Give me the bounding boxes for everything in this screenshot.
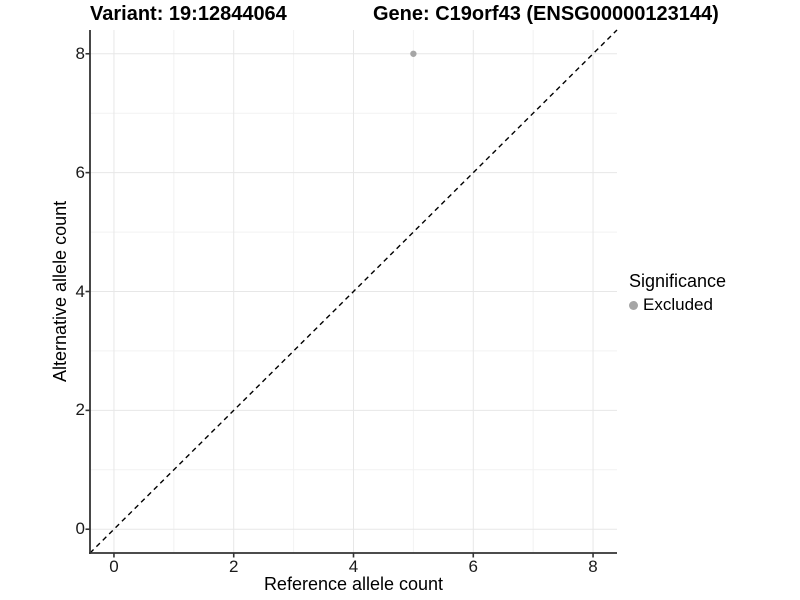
- x-tick-label: 0: [109, 557, 119, 576]
- x-tick-label: 2: [228, 557, 239, 576]
- x-tick-label: 4: [348, 557, 359, 576]
- x-tick-label: 6: [468, 557, 478, 576]
- gene-title: Gene: C19orf43 (ENSG00000123144): [373, 3, 719, 25]
- data-point-excluded: [410, 50, 417, 57]
- x-axis-title: Reference allele count: [263, 574, 444, 594]
- legend-item-excluded: Excluded: [629, 295, 726, 315]
- identity-reference-line: [89, 29, 618, 554]
- x-tick-label: 8: [588, 557, 598, 576]
- y-tick-label: 8: [75, 43, 85, 63]
- legend: Significance Excluded: [629, 271, 726, 315]
- y-tick-label: 2: [75, 400, 85, 420]
- legend-point-icon: [629, 300, 638, 310]
- variant-title: Variant: 19:12844064: [90, 3, 287, 25]
- y-tick-label: 6: [75, 162, 85, 182]
- y-tick-label: 0: [75, 519, 85, 539]
- y-tick-label: 4: [75, 281, 85, 301]
- legend-title: Significance: [629, 271, 727, 291]
- legend-item-label: Excluded: [643, 295, 713, 314]
